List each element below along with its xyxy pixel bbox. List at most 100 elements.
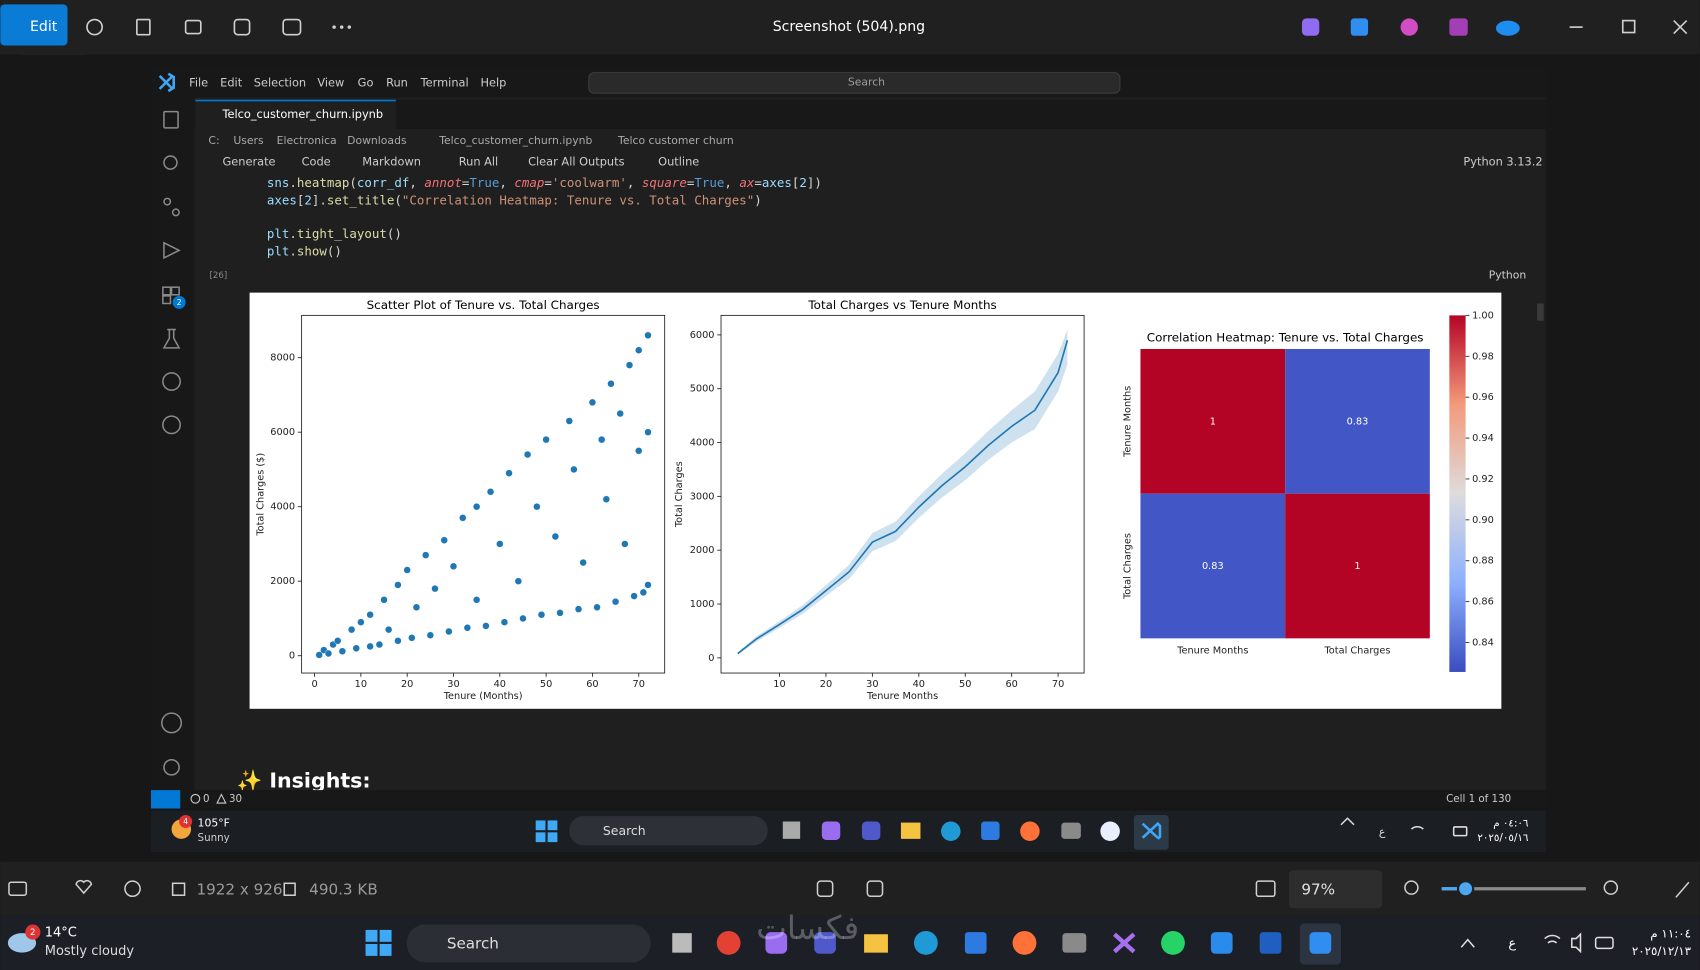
axes-frame [720, 314, 1085, 674]
cell-annotation: 1 [1354, 561, 1360, 572]
scatter-point [338, 647, 347, 655]
scatter-point [551, 532, 560, 541]
tray-icons [1340, 817, 1614, 954]
vscode-logo [158, 72, 176, 93]
colorbar-tick-label: 0.98 [1472, 351, 1494, 362]
scatter-point [611, 598, 620, 606]
scatter-point [500, 618, 509, 626]
zoom-box[interactable] [1288, 870, 1383, 909]
viewer-bottom-icons [8, 879, 1690, 898]
y-tick-label: Tenure Months [1122, 386, 1133, 458]
scatter-point [639, 588, 648, 597]
tab[interactable] [195, 99, 396, 129]
scatter-point [625, 361, 634, 369]
scatter-point [482, 622, 490, 630]
toolbar-button[interactable]: Run All [459, 155, 498, 169]
tab-title: Telco_customer_churn.ipynb [221, 107, 383, 121]
scatter-point [394, 581, 402, 589]
app-icons [1301, 18, 1520, 36]
scatter-point [542, 435, 550, 444]
input-language: ع [1379, 825, 1386, 838]
scatter-point [449, 562, 458, 570]
colorbar-tick-label: 0.96 [1472, 392, 1494, 403]
windows-logo[interactable] [365, 929, 392, 956]
colorbar-tick-label: 0.88 [1472, 556, 1494, 567]
menu-item[interactable]: Terminal [420, 75, 469, 89]
y-tick-label: 4000 [690, 438, 715, 449]
file-size: 490.3 KB [309, 880, 378, 898]
line [737, 340, 1069, 655]
menu-item[interactable]: Selection [254, 75, 306, 89]
toolbar-button[interactable]: Code [302, 155, 331, 169]
scatter-point [565, 417, 573, 425]
inner-search-box[interactable] [569, 816, 768, 846]
y-axis-label: Total Charges ($) [255, 453, 266, 537]
taskbar-apps [672, 923, 1341, 965]
y-tick-label: Total Charges [1122, 533, 1133, 600]
weather: Sunny [198, 832, 230, 844]
scatter-point [533, 503, 541, 511]
y-tick-label: 6000 [690, 330, 715, 341]
scatter-point [644, 331, 652, 340]
scatter-point [635, 346, 643, 354]
scatter-point [635, 447, 643, 455]
scatter-point [408, 634, 416, 642]
menu-item[interactable]: File [189, 75, 208, 89]
scatter-point [380, 596, 388, 604]
breadcrumb-item: Users [233, 134, 264, 147]
edit-label: Edit [30, 19, 58, 35]
scatter-point [644, 581, 652, 589]
x-tick-label: Total Charges [1324, 645, 1391, 656]
x-tick-label: 50 [540, 679, 552, 690]
axes-frame [301, 314, 666, 674]
x-axis-label: Tenure Months [866, 691, 938, 702]
x-tick-label: 40 [913, 679, 925, 690]
scatter-point [574, 605, 583, 613]
warning-icon [216, 793, 227, 804]
scatter-point [496, 540, 504, 548]
x-tick-label: 50 [959, 679, 971, 690]
code-line: axes[2].set_title("Correlation Heatmap: … [267, 192, 762, 207]
viewer-icons [86, 18, 1688, 36]
zoom-knob[interactable] [1456, 880, 1475, 898]
scatter-point [459, 514, 467, 522]
heatmap-cell [1140, 348, 1286, 494]
clock-date: ٢٠٢٥/١٢/١٣ [1632, 944, 1692, 958]
scatter-point [431, 584, 439, 593]
cell-position: Cell 1 of 130 [1446, 793, 1511, 805]
taskbar-search-box[interactable] [406, 924, 651, 963]
toolbar-button[interactable]: Markdown [362, 155, 421, 169]
toolbar-button[interactable]: Clear All Outputs [528, 155, 624, 169]
x-tick-label: 10 [773, 679, 785, 690]
weather: Mostly cloudy [45, 944, 135, 959]
menu-item[interactable]: Edit [220, 75, 243, 89]
remote-indicator[interactable] [150, 790, 181, 809]
x-tick-label: 0 [311, 679, 317, 690]
command-center[interactable] [588, 72, 1121, 94]
x-tick-label: 60 [1005, 679, 1017, 690]
toolbar-button[interactable]: Outline [658, 155, 699, 169]
extensions-badge [172, 295, 186, 309]
scatter-point [621, 540, 629, 548]
menu-item[interactable]: Go [358, 75, 374, 89]
inner-windows-logo [535, 820, 558, 843]
colorbar-tick-label: 0.92 [1472, 474, 1494, 485]
y-tick-label: 2000 [270, 576, 295, 587]
chart-title: Scatter Plot of Tenure vs. Total Charges [367, 298, 600, 312]
scatter-point [602, 495, 611, 503]
code-line: sns.heatmap(corr_df, annot=True, cmap='c… [267, 175, 822, 190]
clock-date: ٢٠٢٥/٠٥/١٦ [1477, 832, 1529, 844]
x-tick-label: 70 [633, 679, 645, 690]
menu-item[interactable]: Run [386, 75, 408, 89]
menu-item[interactable]: Help [480, 75, 506, 89]
scatter-point [366, 611, 374, 619]
menu-item[interactable]: View [317, 75, 344, 89]
taskbar [0, 915, 1700, 970]
toolbar-button[interactable]: Generate [222, 155, 275, 169]
code-line: plt.tight_layout() [267, 226, 402, 241]
scrollbar-thumb [1537, 303, 1544, 321]
cell-annotation: 1 [1210, 416, 1216, 427]
edit-button[interactable] [0, 4, 68, 46]
more-dots[interactable] [332, 25, 352, 29]
x-tick-label: Tenure Months [1176, 645, 1248, 656]
